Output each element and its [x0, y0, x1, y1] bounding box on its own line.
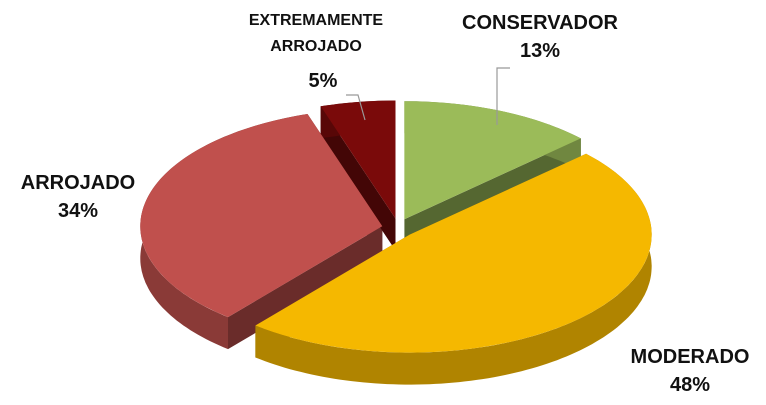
slice-label: ARROJADO 34%: [21, 170, 135, 226]
slice: [140, 113, 383, 318]
slice-label: EXTREMAMENTE ARROJADO 5%: [236, 8, 396, 96]
leader-line: [496, 67, 510, 125]
leader-line: [346, 94, 366, 121]
value-label: 48%: [669, 374, 711, 396]
slice-wall: [320, 106, 396, 251]
slice: [320, 100, 396, 219]
value-label: 34%: [57, 200, 99, 222]
category-label: ARROJADO: [20, 172, 136, 194]
category-label: EXTREMAMENTE ARROJADO: [248, 12, 384, 55]
value-label: 13%: [519, 40, 561, 62]
slice-label: MODERADO 48%: [631, 344, 750, 400]
slice-wall: [228, 226, 383, 350]
slice: [404, 101, 581, 220]
slice-label: CONSERVADOR 13%: [462, 10, 618, 66]
category-label: CONSERVADOR: [462, 12, 618, 34]
slice: [255, 153, 652, 353]
category-label: MODERADO: [630, 346, 750, 368]
value-label: 5%: [308, 70, 338, 92]
